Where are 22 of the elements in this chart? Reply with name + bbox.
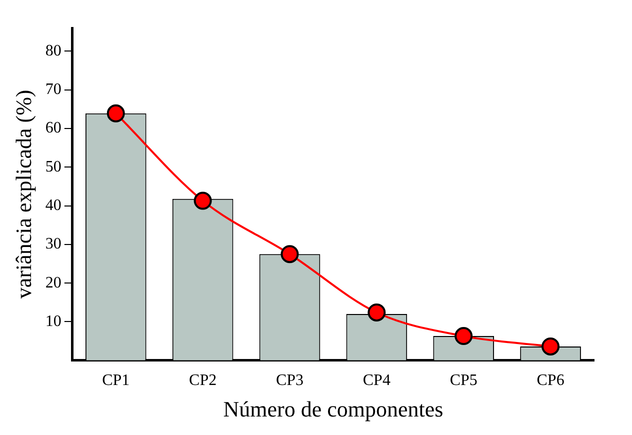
point	[194, 192, 212, 210]
point	[454, 327, 473, 346]
y-tick-label: 70	[45, 81, 62, 98]
point	[542, 337, 560, 356]
point	[106, 104, 125, 122]
x-tick-label: CP1	[102, 372, 130, 390]
x-tick-label: CP2	[189, 372, 217, 390]
y-tick-label: 40	[45, 197, 62, 214]
x-tick-label: CP6	[536, 372, 564, 390]
x-axis-title: Número de componentes	[223, 396, 444, 422]
y-tick-label: 20	[45, 274, 62, 292]
y-tick-label: 10	[45, 312, 62, 330]
point	[280, 245, 299, 264]
y-tick-label: 80	[45, 42, 62, 60]
y-tick-label: 50	[45, 158, 62, 176]
x-tick-label: CP5	[450, 372, 478, 390]
x-tick-label: CP3	[276, 372, 304, 390]
y-axis-title: variância explicada (%)	[10, 90, 36, 299]
point	[368, 303, 386, 322]
y-tick-label: 30	[45, 236, 62, 253]
y-tick-label: 60	[45, 120, 62, 137]
x-tick-label: CP4	[362, 372, 390, 390]
